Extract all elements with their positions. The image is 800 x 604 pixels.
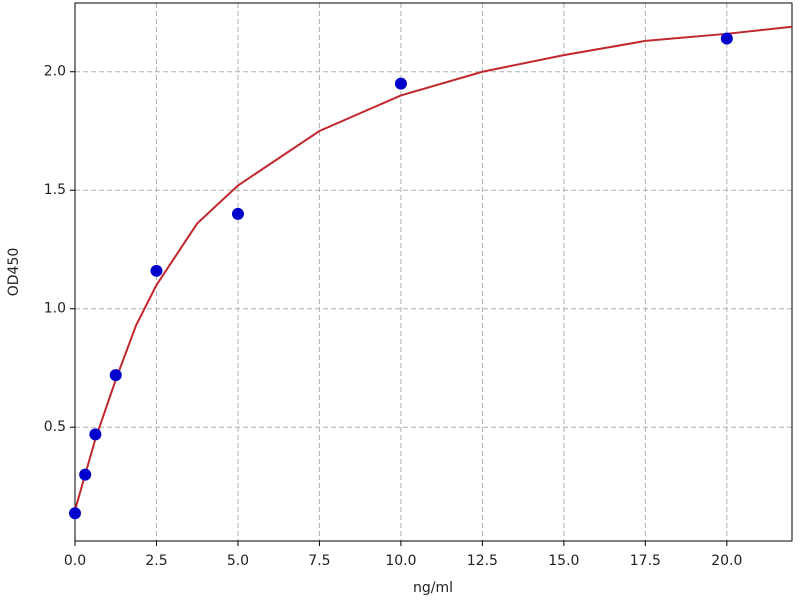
x-tick-label: 7.5 <box>308 553 330 569</box>
fit-curve <box>74 25 793 511</box>
x-tick-label: 17.5 <box>630 553 661 569</box>
x-tick-label: 12.5 <box>467 553 498 569</box>
y-axis-label: OD450 <box>6 248 22 297</box>
data-point <box>231 207 244 220</box>
x-tick-label: 10.0 <box>385 553 416 569</box>
data-point <box>79 468 92 481</box>
y-tick-label: 0.5 <box>44 419 66 435</box>
data-point <box>109 369 122 382</box>
x-tick-label: 2.5 <box>145 553 167 569</box>
data-point <box>69 507 81 520</box>
y-tick-label: 1.0 <box>44 301 66 317</box>
data-point <box>89 428 102 441</box>
x-tick-label: 5.0 <box>227 553 249 569</box>
data-point <box>720 32 733 45</box>
x-axis-label: ng/ml <box>413 580 453 596</box>
x-tick-label: 20.0 <box>711 553 742 569</box>
plot-frame <box>74 2 793 542</box>
data-point <box>394 77 407 90</box>
y-tick-label: 1.5 <box>44 182 66 198</box>
x-tick-label: 15.0 <box>548 553 579 569</box>
x-tick-label: 0.0 <box>64 553 86 569</box>
y-tick-label: 2.0 <box>44 64 66 80</box>
data-point <box>150 264 163 277</box>
